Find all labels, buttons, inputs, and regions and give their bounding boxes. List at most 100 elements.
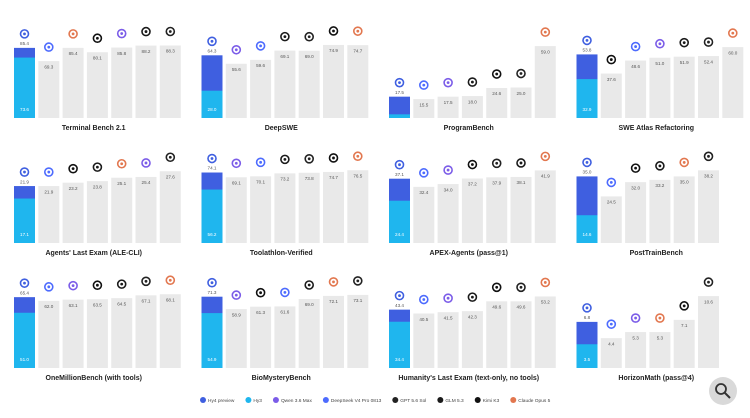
model-icon-dot: [398, 81, 401, 85]
bar: [225, 63, 247, 118]
model-icon-dot: [682, 304, 686, 308]
model-icon: [418, 294, 429, 305]
model-icon-dot: [210, 281, 214, 285]
value-label: 63.1: [69, 303, 78, 308]
value-label: 40.5: [419, 317, 428, 322]
inner-bar: [576, 344, 598, 368]
model-icon: [280, 154, 290, 165]
bar: [111, 177, 133, 243]
bar: [600, 338, 622, 368]
model-icon-dot: [283, 157, 287, 161]
inner-value-label: 54.9: [208, 357, 217, 362]
model-icon-dot: [283, 35, 287, 39]
model-icon-dot: [634, 316, 637, 320]
model-icon-dot: [168, 278, 172, 282]
bar: [534, 46, 556, 118]
model-icon-dot: [398, 163, 401, 167]
value-label: 25.0: [517, 91, 526, 96]
model-icon-dot: [23, 281, 26, 285]
model-icon: [443, 165, 453, 175]
bar: [486, 88, 508, 118]
model-icon-dot: [234, 48, 238, 52]
model-icon-dot: [307, 283, 311, 287]
bar: [135, 45, 157, 118]
value-label: 17.5: [395, 90, 404, 95]
panel: 51.0 65.4 62.0 63.1 63.5 64.5 67.1 68.1 OneMilli…: [14, 275, 181, 382]
value-label: 37.6: [607, 77, 616, 82]
model-icon: [68, 280, 78, 291]
bar: [135, 176, 157, 243]
model-icon: [255, 41, 266, 51]
panel: 28.0 64.3 55.6 59.6 69.1 69.0 74.9 74.7 DeepSWE: [201, 26, 369, 132]
model-icon: [207, 153, 217, 164]
model-icon-dot: [634, 45, 637, 48]
bar: [673, 319, 695, 368]
value-label: 7.1: [681, 323, 688, 328]
zoom-circle[interactable]: [709, 377, 737, 405]
model-icon-dot: [658, 42, 662, 46]
model-icon: [679, 37, 690, 48]
bar: [159, 45, 181, 118]
value-label: 10.6: [704, 299, 713, 304]
inner-bar: [576, 79, 598, 118]
bar: [698, 170, 719, 243]
chart-title: OneMillionBench (with tools): [46, 375, 142, 382]
panel: 54.9 71.3 58.9 61.3 61.6 69.0 72.1 73.1 BioMyste…: [201, 276, 369, 382]
model-icon: [19, 278, 30, 288]
bar: [298, 172, 320, 243]
model-icon-dot: [422, 171, 426, 175]
legend-swatch: [272, 397, 279, 403]
model-icon: [280, 31, 290, 42]
value-label: 41.9: [541, 174, 550, 179]
legend-label: Hy4 preview: [208, 398, 235, 404]
bar: [274, 50, 296, 118]
bar: [38, 300, 60, 368]
model-icon-dot: [495, 72, 499, 76]
panel: 14.6 35.0 24.5 32.0 33.2 35.0 38.2 PostTrainBen…: [576, 151, 719, 257]
model-icon-dot: [446, 168, 450, 172]
model-icon: [92, 280, 103, 291]
value-label: 35.0: [583, 170, 592, 175]
model-icon-dot: [356, 279, 360, 283]
value-label: 63.5: [93, 302, 102, 307]
model-icon: [418, 80, 429, 90]
model-icon-dot: [23, 32, 26, 36]
model-icon: [116, 279, 127, 289]
inner-value-label: 17.1: [20, 232, 29, 237]
model-icon-dot: [144, 279, 148, 283]
bar: [698, 296, 719, 368]
model-icon-dot: [398, 294, 401, 298]
value-label: 41.5: [444, 315, 453, 320]
bar: [298, 50, 320, 118]
model-icon-dot: [47, 285, 51, 289]
panel: 3.0 17.5 15.5 17.5 18.0 24.6 25.0 59.0 ProgramBe…: [389, 27, 556, 132]
bar: [461, 96, 483, 118]
bar: [510, 176, 532, 243]
inner-bar: [389, 321, 410, 368]
legend-label: Qwen 3.6 Max: [281, 398, 313, 404]
model-icon-dot: [259, 160, 262, 164]
value-label: 64.5: [117, 301, 126, 306]
model-icon: [43, 42, 54, 52]
legend-swatch: [200, 397, 206, 403]
value-label: 49.6: [492, 305, 501, 310]
model-icon-dot: [71, 284, 75, 288]
bar: [437, 96, 459, 118]
bar: [437, 312, 459, 368]
legend-label: GLM 5.3: [445, 398, 464, 404]
bar: [461, 178, 483, 243]
value-label: 59.0: [541, 49, 550, 54]
bar: [534, 296, 556, 368]
value-label: 61.6: [280, 310, 289, 315]
model-icon: [352, 276, 363, 286]
value-label: 15.5: [419, 102, 428, 107]
model-icon-dot: [356, 29, 360, 33]
inner-value-label: 34.4: [395, 357, 404, 362]
model-icon-dot: [543, 154, 547, 158]
legend-label: Claude Opus 5: [518, 398, 550, 404]
bar: [86, 181, 108, 243]
zoom-button[interactable]: [709, 377, 737, 405]
model-icon-dot: [471, 163, 474, 166]
value-label: 61.3: [256, 310, 265, 315]
bar: [225, 309, 247, 368]
